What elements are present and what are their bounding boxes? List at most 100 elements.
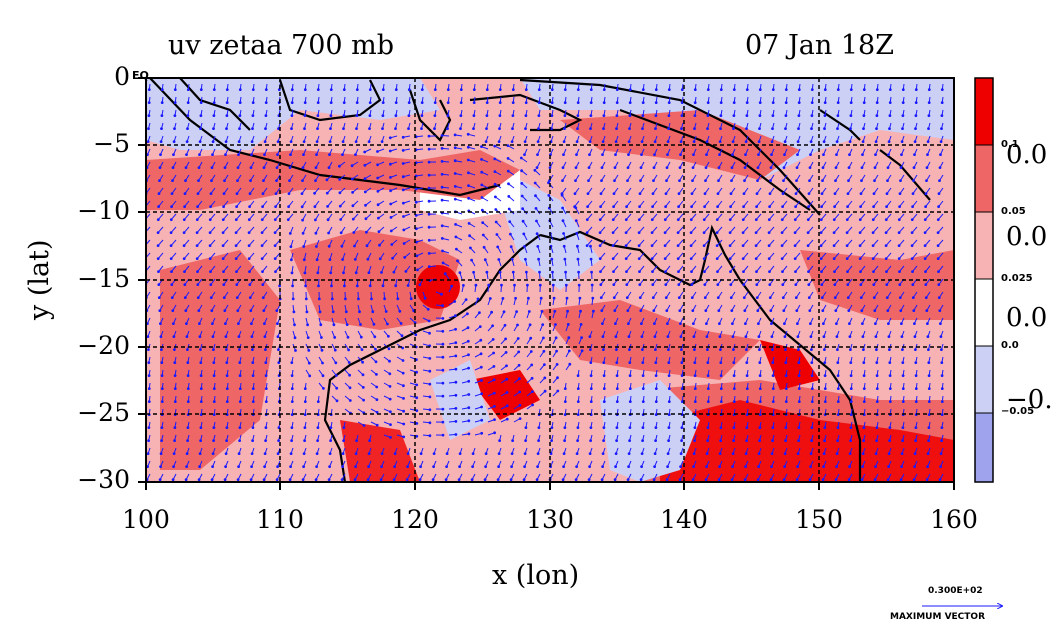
- wind-vector-head: [441, 381, 445, 385]
- wind-vector-head: [388, 136, 392, 140]
- wind-vector-head: [884, 218, 888, 222]
- wind-vector-head: [574, 206, 578, 210]
- wind-vector-head: [767, 218, 771, 222]
- wind-vector-head: [348, 399, 352, 402]
- wind-vector-head: [236, 309, 240, 313]
- wind-vector-head: [897, 257, 901, 261]
- wind-vector-head: [577, 270, 580, 274]
- wind-vector-head: [273, 244, 277, 248]
- wind-vector-head: [472, 127, 475, 131]
- wind-vector-head: [704, 478, 708, 482]
- wind-vector-head: [704, 166, 708, 170]
- wind-vector-head: [517, 350, 521, 354]
- wind-vector-head: [433, 127, 436, 131]
- wind-vector-head: [561, 478, 565, 482]
- wind-vector-head: [836, 387, 840, 391]
- wind-vector-head: [530, 376, 534, 380]
- wind-vector-head: [585, 244, 589, 248]
- wind-vector-head: [771, 101, 775, 104]
- wind-vector-head: [263, 140, 267, 144]
- wind-vector-head: [717, 166, 721, 170]
- wind-vector-head: [836, 127, 839, 131]
- wind-vector-head: [589, 244, 592, 248]
- wind-vector-head: [483, 478, 487, 482]
- wind-vector-head: [886, 478, 890, 482]
- wind-vector-head: [209, 283, 213, 287]
- wind-vector-head: [502, 310, 506, 314]
- wind-vector-head: [169, 257, 173, 261]
- wind-vector-head: [781, 270, 784, 274]
- wind-vector-head: [601, 153, 604, 157]
- wind-vector-head: [388, 397, 392, 401]
- wind-vector-head: [342, 101, 346, 104]
- wind-vector-head: [677, 192, 681, 196]
- wind-vector-head: [172, 465, 176, 469]
- wind-vector-head: [888, 426, 892, 430]
- wind-vector-head: [641, 374, 645, 378]
- wind-vector-head: [290, 400, 294, 404]
- wind-vector-head: [355, 439, 359, 443]
- wind-vector-head: [784, 88, 788, 91]
- wind-vector-head: [277, 127, 280, 131]
- wind-vector-head: [689, 257, 693, 261]
- wind-vector-head: [290, 101, 294, 104]
- wind-vector-head: [409, 297, 413, 301]
- wind-vector-head: [332, 323, 336, 327]
- wind-vector-head: [340, 244, 344, 248]
- wind-vector-head: [848, 452, 852, 456]
- wind-vector-head: [940, 439, 943, 443]
- wind-vector-head: [458, 452, 462, 456]
- wind-vector-head: [433, 88, 437, 91]
- wind-vector-head: [472, 114, 476, 117]
- wind-vector-head: [757, 322, 760, 326]
- wind-vector-head: [289, 153, 292, 157]
- wind-vector-head: [315, 258, 319, 262]
- wind-vector-head: [529, 336, 533, 340]
- wind-vector-head: [563, 101, 567, 104]
- wind-vector-head: [453, 133, 457, 137]
- wind-vector-head: [926, 465, 929, 469]
- wind-vector-head: [927, 426, 931, 430]
- wind-vector-head: [212, 127, 215, 131]
- wind-vector-head: [553, 309, 557, 313]
- wind-vector-head: [667, 114, 671, 117]
- wind-vector-head: [160, 361, 164, 365]
- wind-vector-head: [488, 297, 492, 300]
- wind-vector-head: [235, 283, 239, 287]
- wind-vector-head: [467, 222, 471, 225]
- wind-vector-head: [810, 114, 814, 117]
- wind-vector-head: [641, 114, 645, 117]
- wind-vector-head: [401, 346, 405, 350]
- wind-vector-head: [578, 296, 582, 300]
- wind-vector-head: [224, 465, 228, 469]
- wind-vector-head: [427, 134, 431, 138]
- wind-vector-head: [496, 478, 500, 482]
- wind-vector-head: [313, 191, 317, 195]
- wind-vector-head: [872, 270, 875, 274]
- wind-vector-head: [901, 127, 904, 131]
- wind-vector-head: [446, 127, 449, 131]
- wind-vector-head: [224, 140, 228, 144]
- wind-vector-head: [542, 336, 545, 340]
- wind-vector-head: [871, 231, 875, 235]
- wind-vector-head: [575, 465, 578, 469]
- wind-vector-head: [575, 140, 579, 144]
- wind-vector-head: [858, 231, 862, 235]
- wind-vector-head: [441, 394, 445, 398]
- wind-vector-head: [744, 452, 748, 456]
- wind-vector-head: [431, 478, 435, 482]
- wind-vector-head: [415, 396, 419, 400]
- wind-vector-head: [691, 179, 694, 183]
- wind-vector-head: [770, 465, 773, 469]
- wind-vector-head: [715, 244, 719, 248]
- wind-vector-head: [264, 127, 267, 131]
- wind-vector-head: [238, 439, 242, 443]
- wind-vector-head: [901, 387, 905, 391]
- wind-vector-head: [667, 439, 670, 443]
- wind-vector-head: [492, 391, 496, 395]
- wind-vector-head: [638, 283, 642, 287]
- wind-vector-head: [453, 172, 457, 175]
- wind-vector-head: [888, 88, 892, 91]
- wind-vector-head: [718, 465, 721, 469]
- wind-vector-head: [498, 114, 502, 117]
